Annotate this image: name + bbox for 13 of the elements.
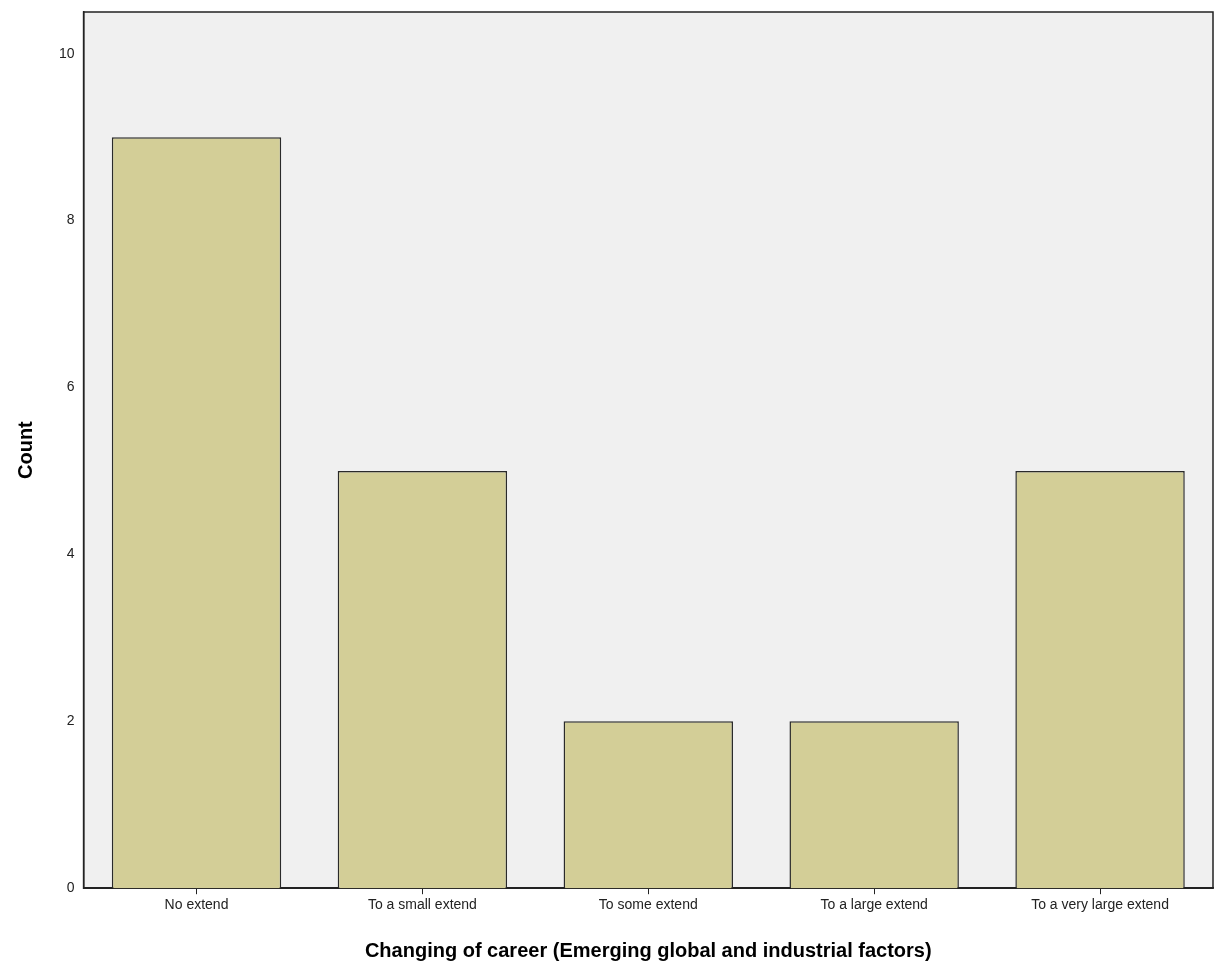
x-axis-title: Changing of career (Emerging global and industrial factors) (364, 938, 932, 961)
x-tick-label: To a small extend (367, 896, 477, 913)
x-tick-label: To some extend (598, 896, 698, 913)
y-tick-label: 2 (66, 712, 75, 729)
y-axis-title: Count (13, 420, 36, 479)
x-tick-label: To a very large extend (1031, 896, 1169, 913)
y-tick-label: 8 (66, 211, 75, 228)
y-tick-label: 10 (58, 44, 75, 61)
x-tick-label: To a large extend (820, 896, 928, 913)
x-tick-label: No extend (164, 896, 229, 913)
y-tick-label: 6 (66, 378, 75, 395)
y-tick-label: 0 (66, 879, 75, 896)
y-tick-label: 4 (66, 545, 75, 562)
